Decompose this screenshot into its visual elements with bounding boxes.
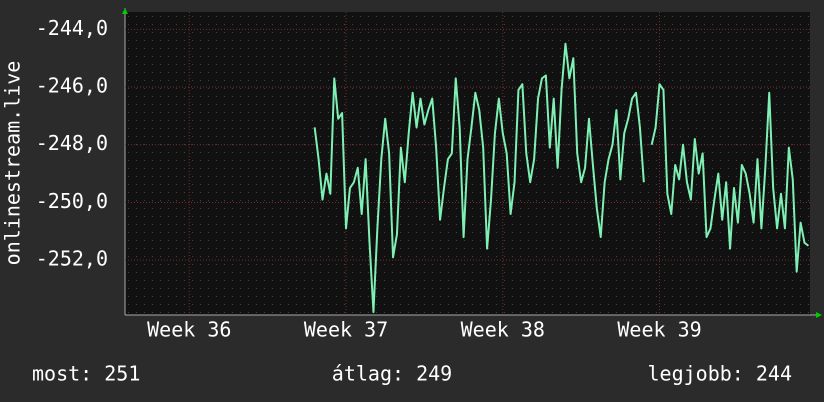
footer-best: legjobb: 244 — [648, 362, 793, 386]
y-tick-label: -244,0 — [36, 16, 108, 40]
x-arrow — [816, 312, 822, 318]
y-tick-label: -246,0 — [36, 74, 108, 98]
series-line — [313, 42, 810, 314]
x-tick-label: Week 36 — [147, 318, 231, 342]
y-tick-label: -250,0 — [36, 189, 108, 213]
x-tick-label: Week 38 — [461, 318, 545, 342]
x-tick-label: Week 37 — [304, 318, 388, 342]
footer-current: most: 251 — [32, 362, 140, 386]
y-axis-label: onlinestream.live — [1, 61, 25, 266]
y-arrow — [122, 8, 128, 14]
x-tick-label: Week 39 — [617, 318, 701, 342]
y-tick-label: -248,0 — [36, 131, 108, 155]
footer-average: átlag: 249 — [332, 362, 452, 386]
y-tick-label: -252,0 — [36, 247, 108, 271]
